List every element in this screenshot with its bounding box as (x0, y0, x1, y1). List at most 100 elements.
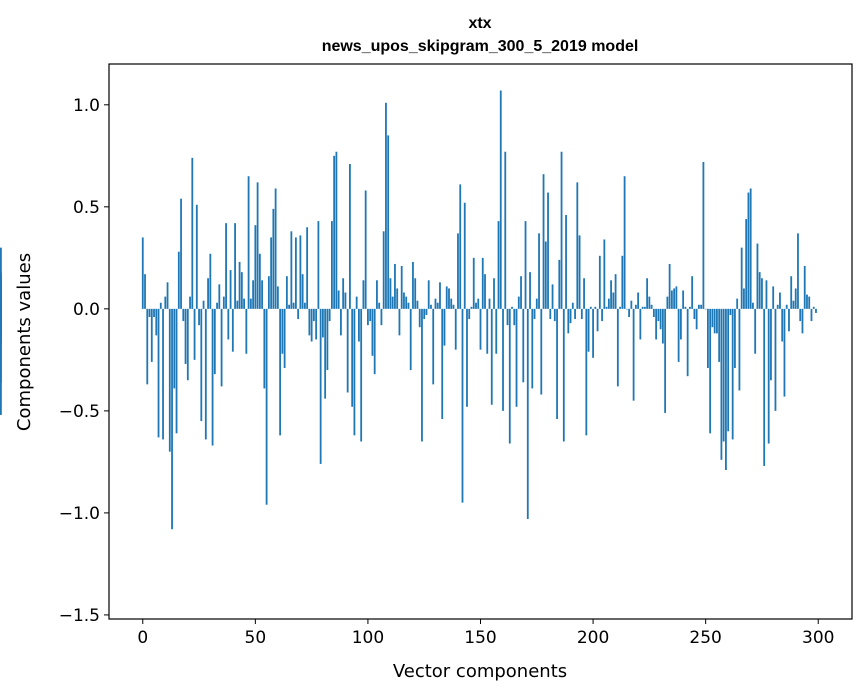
y-tick-label: 0.5 (73, 198, 100, 218)
bar (652, 308, 655, 318)
bar (146, 308, 149, 385)
bar (308, 308, 311, 336)
bar (448, 288, 450, 309)
x-tick-label: 300 (802, 628, 834, 648)
bar (783, 308, 786, 397)
bar (738, 308, 741, 391)
bar (524, 221, 527, 309)
bar (364, 190, 367, 309)
bar (191, 157, 194, 309)
bar (747, 192, 750, 309)
bar (569, 308, 572, 324)
bar (346, 308, 349, 393)
bar (576, 182, 579, 309)
bar (324, 308, 327, 399)
bar (263, 308, 266, 389)
bar (267, 276, 270, 309)
bar (670, 290, 673, 309)
bar (373, 308, 376, 375)
y-tick-label: 1.0 (73, 96, 100, 116)
bar (664, 308, 667, 413)
bar (213, 308, 216, 375)
bar (659, 308, 662, 330)
bar (650, 304, 653, 309)
bar (725, 308, 727, 471)
bar (155, 308, 158, 336)
bar (594, 306, 597, 309)
bar (589, 306, 592, 309)
bar (499, 90, 502, 309)
bar (655, 308, 658, 340)
bar (189, 296, 191, 309)
bar (216, 302, 218, 309)
bar (558, 259, 561, 309)
bar (734, 308, 736, 369)
bar (722, 308, 725, 442)
bar (164, 296, 167, 309)
bar (729, 308, 732, 315)
bar (470, 306, 473, 309)
bar (641, 306, 644, 309)
bar (362, 280, 365, 309)
bar (234, 223, 236, 309)
bar (290, 231, 293, 309)
bar (159, 302, 162, 309)
bar (587, 308, 590, 352)
bar (486, 308, 489, 354)
bar (551, 284, 554, 309)
bar (407, 302, 410, 309)
bar (261, 280, 263, 309)
bar (371, 308, 374, 356)
bar (443, 308, 446, 346)
bar (355, 296, 358, 309)
y-tick-label: −0.5 (59, 402, 100, 422)
bar (646, 278, 649, 309)
bar (630, 300, 633, 309)
bar (585, 308, 588, 436)
bar (675, 286, 678, 309)
bar (682, 290, 685, 309)
bar (427, 280, 430, 309)
y-tick-label: −1.5 (59, 606, 100, 626)
bar (378, 302, 381, 309)
bar (679, 308, 682, 340)
bar (702, 161, 705, 309)
bar (493, 278, 495, 309)
bar (763, 308, 766, 466)
bar (637, 292, 640, 309)
bar (400, 266, 403, 309)
bar (634, 304, 637, 309)
bar (506, 308, 509, 326)
bar (776, 304, 779, 309)
x-tick-label: 50 (245, 628, 267, 648)
x-tick-label: 100 (352, 628, 384, 648)
bar (578, 235, 581, 309)
bar (333, 155, 336, 309)
bar (168, 308, 171, 452)
bar (657, 308, 660, 322)
bar (556, 308, 558, 420)
bar (774, 308, 777, 411)
bar (596, 308, 599, 332)
bar (502, 308, 504, 411)
bar (740, 247, 743, 309)
x-axis-ticks: 0 50 100 150 200 250 300 (137, 619, 834, 648)
bar (720, 308, 723, 460)
bar (299, 235, 302, 309)
bar (180, 198, 182, 309)
bar (779, 292, 781, 309)
bar (294, 237, 297, 309)
x-tick-label: 0 (137, 628, 148, 648)
bar (229, 270, 232, 309)
y-axis-label: Components values (14, 253, 35, 431)
bar (389, 278, 392, 309)
bar (693, 308, 696, 320)
bar (648, 296, 651, 309)
bar (716, 308, 718, 334)
bar (785, 304, 788, 309)
bar (207, 278, 209, 309)
bar (459, 184, 462, 309)
bar (592, 308, 594, 358)
bar (150, 308, 153, 362)
bar (177, 251, 180, 309)
